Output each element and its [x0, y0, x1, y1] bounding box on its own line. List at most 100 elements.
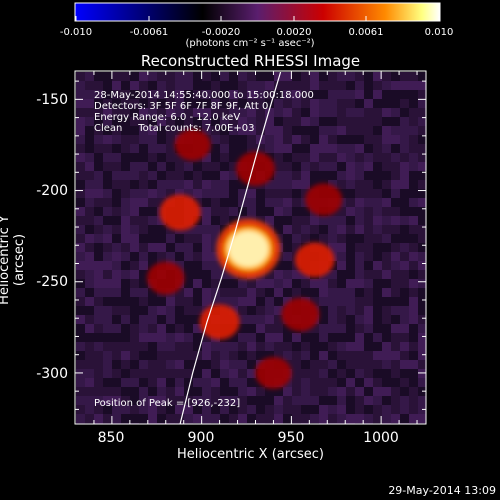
background-tile	[94, 360, 103, 369]
background-tile	[283, 216, 292, 225]
background-tile	[283, 234, 292, 243]
background-tile	[310, 297, 319, 306]
background-tile	[103, 414, 112, 423]
background-tile	[202, 99, 211, 108]
background-tile	[76, 234, 85, 243]
background-tile	[85, 387, 94, 396]
background-tile	[184, 324, 193, 333]
background-tile	[283, 99, 292, 108]
background-tile	[337, 108, 346, 117]
background-tile	[130, 342, 139, 351]
background-tile	[382, 81, 391, 90]
background-tile	[418, 207, 426, 216]
background-tile	[166, 144, 175, 153]
background-tile	[103, 189, 112, 198]
background-tile	[310, 369, 319, 378]
background-tile	[274, 315, 283, 324]
background-tile	[85, 360, 94, 369]
background-tile	[85, 72, 94, 81]
background-tile	[175, 90, 184, 99]
background-tile	[121, 306, 130, 315]
background-tile	[85, 99, 94, 108]
background-tile	[139, 261, 148, 270]
background-tile	[220, 342, 229, 351]
background-tile	[130, 108, 139, 117]
background-tile	[400, 90, 409, 99]
background-tile	[364, 324, 373, 333]
background-tile	[94, 99, 103, 108]
background-tile	[238, 414, 247, 423]
background-tile	[202, 162, 211, 171]
background-tile	[211, 234, 220, 243]
background-tile	[238, 135, 247, 144]
background-tile	[175, 234, 184, 243]
background-tile	[319, 351, 328, 360]
background-tile	[139, 135, 148, 144]
background-tile	[130, 225, 139, 234]
background-tile	[175, 414, 184, 423]
background-tile	[193, 360, 202, 369]
background-tile	[337, 378, 346, 387]
background-tile	[373, 225, 382, 234]
background-tile	[373, 243, 382, 252]
background-tile	[76, 333, 85, 342]
background-tile	[130, 216, 139, 225]
background-tile	[418, 378, 426, 387]
background-tile	[400, 297, 409, 306]
background-tile	[274, 162, 283, 171]
background-tile	[256, 315, 265, 324]
background-tile	[247, 396, 256, 405]
heatmap-source	[281, 297, 320, 332]
background-tile	[310, 108, 319, 117]
background-tile	[247, 405, 256, 414]
background-tile	[283, 270, 292, 279]
background-tile	[103, 135, 112, 144]
background-tile	[103, 207, 112, 216]
background-tile	[373, 261, 382, 270]
background-tile	[184, 405, 193, 414]
background-tile	[355, 99, 364, 108]
background-tile	[328, 288, 337, 297]
background-tile	[121, 198, 130, 207]
background-tile	[184, 315, 193, 324]
background-tile	[373, 117, 382, 126]
background-tile	[112, 387, 121, 396]
background-tile	[130, 207, 139, 216]
background-tile	[274, 72, 283, 81]
background-tile	[319, 333, 328, 342]
background-tile	[193, 72, 202, 81]
background-tile	[283, 171, 292, 180]
background-tile	[76, 225, 85, 234]
background-tile	[373, 216, 382, 225]
background-tile	[103, 90, 112, 99]
background-tile	[319, 234, 328, 243]
colorbar-tick-label: -0.0061	[129, 27, 169, 38]
background-tile	[274, 396, 283, 405]
y-tick-label: -200	[36, 183, 68, 199]
background-tile	[355, 414, 364, 423]
background-tile	[319, 378, 328, 387]
background-tile	[166, 243, 175, 252]
background-tile	[283, 279, 292, 288]
background-tile	[382, 234, 391, 243]
background-tile	[103, 126, 112, 135]
background-tile	[256, 126, 265, 135]
background-tile	[184, 261, 193, 270]
background-tile	[229, 342, 238, 351]
background-tile	[382, 162, 391, 171]
background-tile	[229, 180, 238, 189]
background-tile	[391, 252, 400, 261]
background-tile	[130, 333, 139, 342]
background-tile	[220, 405, 229, 414]
background-tile	[328, 180, 337, 189]
background-tile	[355, 270, 364, 279]
background-tile	[364, 135, 373, 144]
background-tile	[166, 126, 175, 135]
background-tile	[346, 108, 355, 117]
background-tile	[328, 297, 337, 306]
background-tile	[355, 342, 364, 351]
background-tile	[220, 396, 229, 405]
background-tile	[112, 126, 121, 135]
background-tile	[328, 81, 337, 90]
background-tile	[85, 225, 94, 234]
